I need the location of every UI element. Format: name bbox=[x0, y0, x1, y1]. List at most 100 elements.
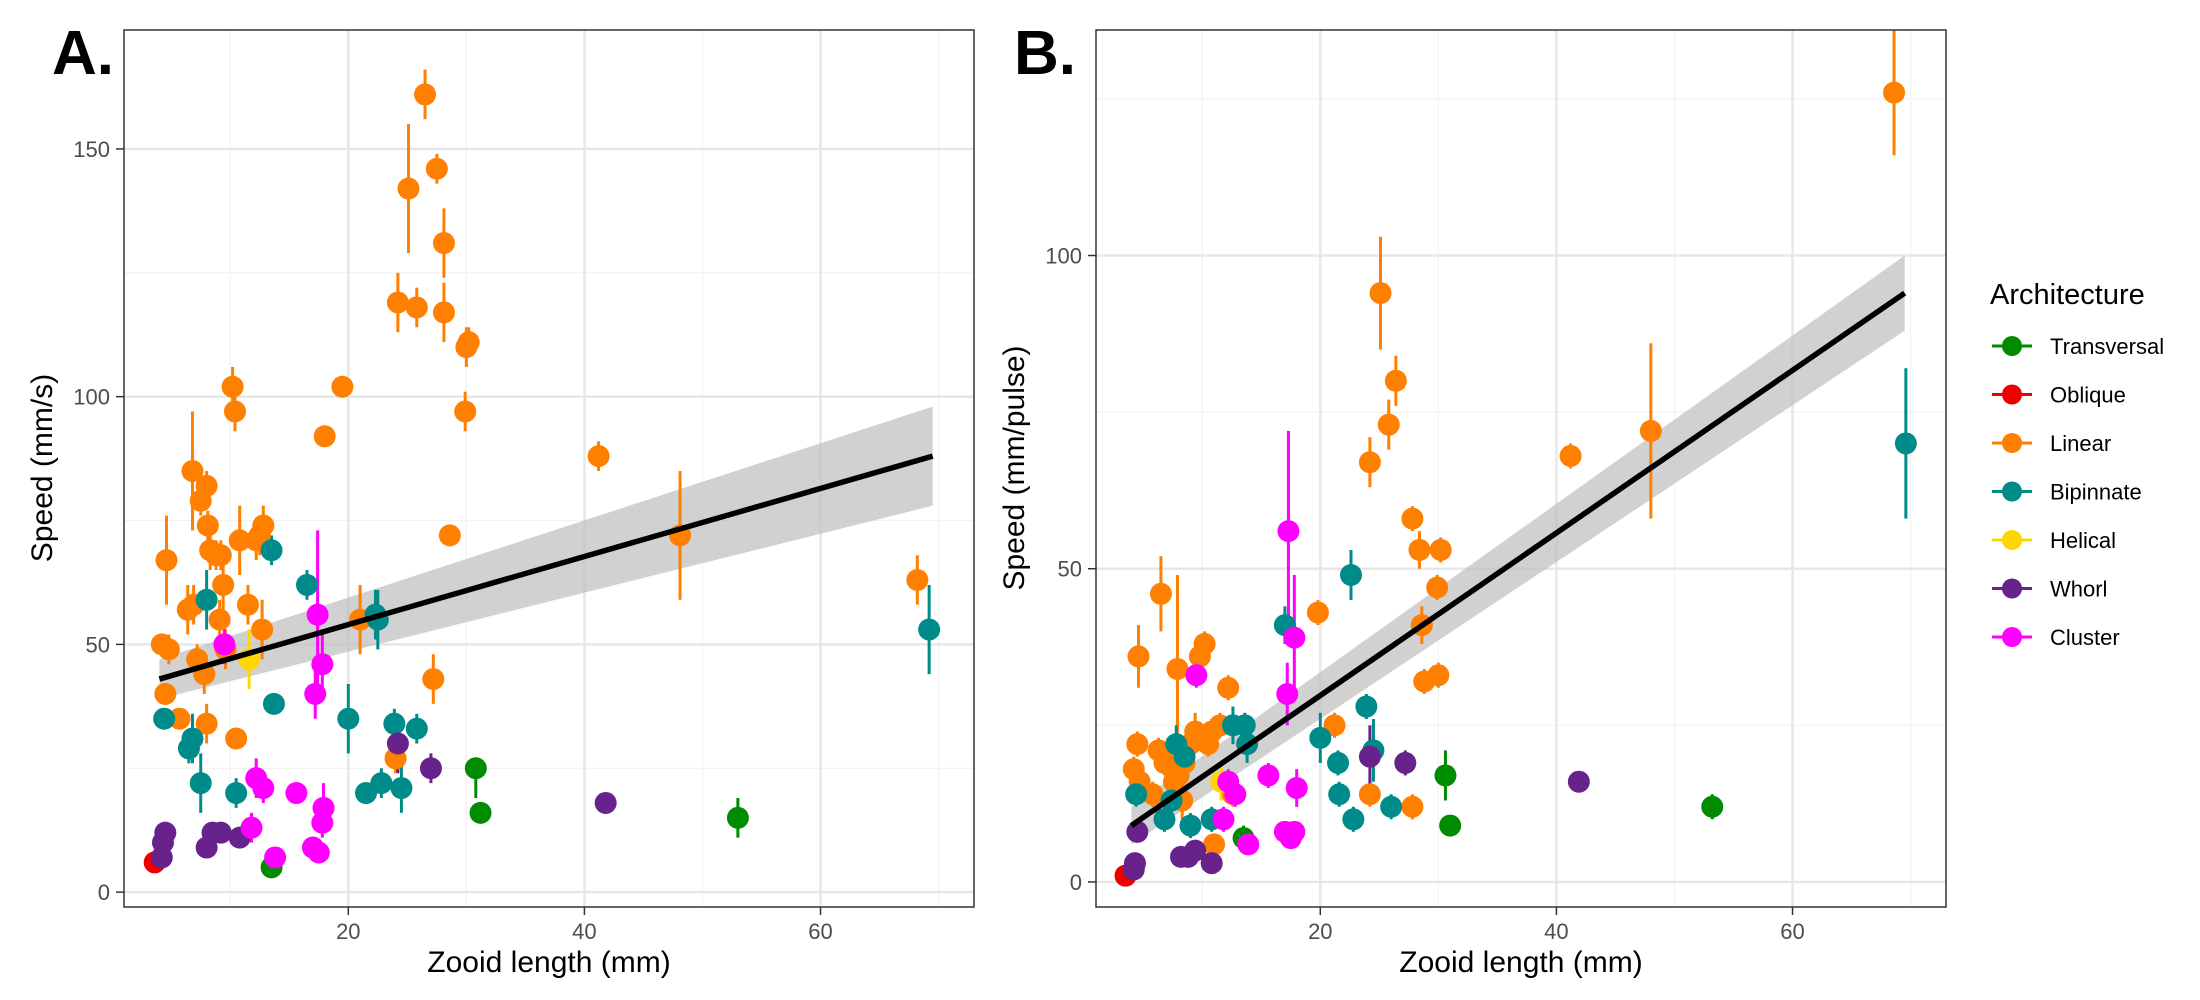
panel-a-transversal-point bbox=[469, 801, 492, 824]
panel-b-linear-point bbox=[1384, 369, 1407, 392]
panel-a-linear-point bbox=[196, 514, 219, 537]
panel-b-points bbox=[1114, 81, 1917, 887]
legend-title: Architecture bbox=[1990, 279, 2145, 311]
panel-a-bipinnate-point bbox=[225, 782, 248, 805]
legend-key-point bbox=[2002, 481, 2022, 502]
panel-b-whorl-point bbox=[1358, 745, 1381, 768]
legend-key-point bbox=[2002, 336, 2022, 356]
panel-a-cluster-point bbox=[213, 633, 236, 656]
panel-a-cluster-point bbox=[264, 846, 287, 869]
panel-b-linear-point bbox=[1358, 451, 1381, 474]
panel-a-ticks: 20 40 60 0 50 100 150 bbox=[73, 137, 832, 944]
panel-a-whorl-point bbox=[594, 791, 617, 814]
panel-a-y-tick-label: 150 bbox=[73, 137, 110, 162]
panel-b-cluster-point bbox=[1212, 808, 1235, 831]
panel-a-linear-point bbox=[181, 459, 204, 482]
panel-a-linear-point bbox=[228, 529, 251, 552]
panel-b-linear-point bbox=[1193, 632, 1216, 655]
panel-a-linear-point bbox=[386, 291, 409, 314]
legend-label: Oblique bbox=[2050, 383, 2126, 408]
panel-b-whorl-point bbox=[1567, 770, 1590, 793]
panel-b-linear-point bbox=[1559, 444, 1582, 467]
panel-b-x-tick-label: 40 bbox=[1544, 919, 1568, 944]
panel-b-linear-point bbox=[1883, 81, 1906, 104]
legend-item-bipinnate: Bipinnate bbox=[1992, 480, 2142, 505]
panel-b-bipinnate-point bbox=[1125, 783, 1148, 806]
panel-a-y-tick-label: 50 bbox=[86, 632, 110, 657]
panel-b-linear-point bbox=[1127, 645, 1150, 668]
panel-b-cluster-point bbox=[1185, 664, 1208, 687]
panel-b-whorl-point bbox=[1200, 852, 1223, 875]
panel-b-linear-point bbox=[1426, 576, 1449, 599]
panel-b-linear-point bbox=[1203, 833, 1226, 856]
panel-a-linear-point bbox=[154, 682, 177, 705]
panel-a-bipinnate-point bbox=[370, 772, 393, 795]
panel-a-bipinnate-point bbox=[262, 692, 285, 715]
panel-a-linear-point bbox=[906, 568, 929, 591]
panel-a-whorl-point bbox=[386, 732, 409, 755]
panel-b-transversal-point bbox=[1434, 764, 1457, 787]
legend-label: Whorl bbox=[2050, 577, 2107, 602]
panel-b-bipinnate-point bbox=[1340, 563, 1362, 586]
panel-b-linear-point bbox=[1217, 676, 1240, 699]
panel-b-regression-line bbox=[1129, 290, 1907, 828]
panel-b-linear-point bbox=[1166, 657, 1189, 680]
panel-a-linear-point bbox=[195, 712, 218, 735]
legend: Architecture Transversal Oblique Linear Bip… bbox=[1990, 279, 2164, 650]
panel-a-bipinnate-point bbox=[153, 707, 176, 730]
legend-key-point bbox=[2002, 530, 2022, 550]
panel-b-fit-line bbox=[1129, 290, 1907, 828]
panel-a-cluster-point bbox=[307, 841, 330, 864]
panel-b-grid bbox=[1096, 30, 1946, 907]
panel-a-linear-point bbox=[251, 618, 274, 641]
panel-b-linear-point bbox=[1429, 538, 1452, 561]
panel-b-bipinnate-point bbox=[1342, 808, 1365, 831]
panel-b-confidence-band bbox=[1131, 255, 1905, 845]
panel-a-linear-point bbox=[221, 375, 244, 398]
panel-a-transversal-point bbox=[464, 757, 487, 780]
panel-b-linear-point bbox=[1427, 664, 1450, 687]
panel-a-x-tick-label: 40 bbox=[572, 919, 596, 944]
panel-b-cluster-point bbox=[1283, 626, 1306, 649]
panel-b-linear-point bbox=[1306, 601, 1329, 624]
panel-a-bipinnate-point bbox=[189, 772, 212, 795]
panel-b-linear-point bbox=[1639, 419, 1662, 442]
panel-b-bipinnate-point bbox=[1233, 714, 1256, 737]
panel-a-linear-point bbox=[414, 83, 437, 106]
panel-a-linear-point bbox=[195, 474, 218, 497]
panel-b-cluster-point bbox=[1224, 783, 1247, 806]
panel-a-whorl-point bbox=[209, 821, 232, 844]
panel-b-y-axis-title: Speed (mm/pulse) bbox=[998, 345, 1031, 590]
panel-b-linear-point bbox=[1377, 413, 1400, 436]
panel-b-linear-point bbox=[1126, 733, 1149, 756]
panel-b-x-tick-label: 60 bbox=[1780, 919, 1804, 944]
panel-a-transversal-point bbox=[726, 806, 749, 829]
legend-item-whorl: Whorl bbox=[1992, 577, 2107, 602]
panel-b-y-tick-label: 50 bbox=[1058, 557, 1082, 582]
panel-a-bipinnate-point bbox=[405, 717, 428, 740]
panel-b-bipinnate-point bbox=[1328, 783, 1351, 806]
panel-b-ticks: 20 40 60 0 50 100 bbox=[1045, 244, 1804, 944]
legend-item-helical: Helical bbox=[1992, 528, 2116, 553]
panel-a-linear-point bbox=[225, 727, 248, 750]
panel-a-linear-point bbox=[432, 301, 455, 324]
panel-b-cluster-point bbox=[1257, 764, 1280, 787]
panel-a-linear-point bbox=[212, 573, 235, 596]
panel-a-letter: A. bbox=[52, 19, 114, 88]
panel-a-linear-point bbox=[155, 549, 178, 572]
legend-key-point bbox=[2002, 433, 2022, 453]
panel-b-bipinnate-point bbox=[1309, 726, 1332, 749]
panel-a-cluster-point bbox=[312, 796, 335, 819]
panel-a-cluster-point bbox=[240, 816, 263, 839]
legend-label: Cluster bbox=[2050, 625, 2120, 650]
panel-a-bipinnate-point bbox=[383, 712, 406, 735]
legend-label: Transversal bbox=[2050, 334, 2164, 359]
panel-a-linear-point bbox=[223, 400, 246, 423]
panel-b-linear-point bbox=[1408, 538, 1431, 561]
panel-b-bipinnate-point bbox=[1355, 695, 1378, 718]
legend-item-oblique: Oblique bbox=[1992, 383, 2126, 408]
legend-key-point bbox=[2002, 627, 2022, 647]
panel-b-y-tick-label: 0 bbox=[1070, 870, 1082, 895]
panel-b-bipinnate-point bbox=[1894, 432, 1917, 455]
panel-a-x-tick-label: 60 bbox=[808, 919, 832, 944]
